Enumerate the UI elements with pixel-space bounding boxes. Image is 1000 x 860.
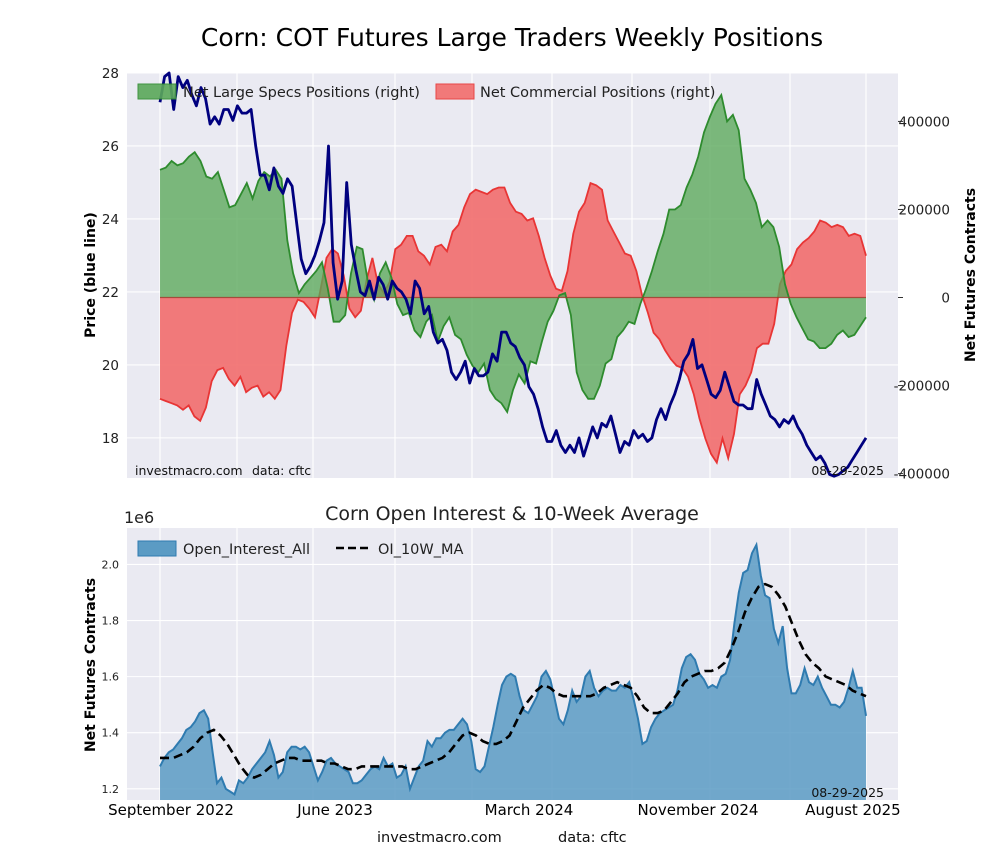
bottom-chart-title: Corn Open Interest & 10-Week Average <box>325 503 699 525</box>
net-large-specs-area <box>159 92 867 415</box>
net-specs-fill <box>160 95 866 412</box>
legend-label-oi: Open_Interest_All <box>183 542 310 558</box>
watermark-site: investmacro.com <box>135 463 243 478</box>
bottom-tick-0: 1.2 <box>102 783 120 796</box>
x-axis-labels: September 2022 June 2023 March 2024 Novembe… <box>108 801 901 819</box>
left-tick-26: 26 <box>102 139 119 155</box>
net-commercial-area <box>159 181 867 465</box>
net-commercial-outline <box>159 181 867 465</box>
open-interest-fill <box>160 544 866 800</box>
top-panel: 18 20 22 24 26 28 400000 200000 0 -200000 -400000… <box>83 66 979 483</box>
price-line <box>158 71 868 478</box>
chart-title: Corn: COT Futures Large Traders Weekly P… <box>201 23 823 52</box>
watermark-source: data: cftc <box>252 463 311 478</box>
right-tick-2: 0 <box>941 291 950 307</box>
x-tick-label-3: November 2024 <box>638 801 759 819</box>
price-series-line <box>158 71 868 478</box>
ma-line-path <box>160 582 867 780</box>
x-tick-label-2: March 2024 <box>485 801 574 819</box>
legend-swatch-oi <box>137 540 177 557</box>
bottom-tick-1: 1.4 <box>102 727 120 740</box>
net-specs-outline <box>159 92 867 415</box>
left-tick-24: 24 <box>102 212 119 228</box>
legend-label-specs: Net Large Specs Positions (right) <box>183 85 420 101</box>
bottom-tick-3: 1.8 <box>102 615 120 628</box>
left-tick-28: 28 <box>102 66 119 82</box>
footer-source: data: cftc <box>558 830 627 846</box>
bottom-panel: 1.2 1.4 1.6 1.8 2.0 Net Futures Contracts Op… <box>83 528 898 800</box>
left-axis-label: Price (blue line) <box>83 212 99 338</box>
bottom-tick-2: 1.6 <box>102 671 120 684</box>
legend-label-ma: OI_10W_MA <box>378 542 463 558</box>
top-date-label: 08-29-2025 <box>811 463 884 478</box>
legend-label-comm: Net Commercial Positions (right) <box>480 85 715 101</box>
left-tick-20: 20 <box>102 358 119 374</box>
right-axis-label: Net Futures Contracts <box>963 188 979 362</box>
x-tick-label-4: August 2025 <box>805 801 900 819</box>
right-tick-4: -400000 <box>894 467 950 483</box>
bottom-date-label: 08-29-2025 <box>811 785 884 800</box>
x-tick-label-0: September 2022 <box>108 801 234 819</box>
bottom-legend: Open_Interest_All OI_10W_MA <box>137 540 463 558</box>
left-axis-ticks: 18 20 22 24 26 28 <box>102 66 119 447</box>
top-legend: Net Large Specs Positions (right) Net Co… <box>137 83 715 101</box>
right-axis-ticks: 400000 200000 0 -200000 -400000 <box>894 114 950 482</box>
oi-10w-ma-line <box>160 582 867 780</box>
right-tick-0: 400000 <box>898 114 950 130</box>
left-tick-18: 18 <box>102 431 119 447</box>
right-tick-1: 200000 <box>898 202 950 218</box>
x-tick-label-1: June 2023 <box>296 801 373 819</box>
open-interest-area <box>159 541 867 800</box>
footer-site: investmacro.com <box>377 830 502 846</box>
bottom-tick-4: 2.0 <box>102 558 120 571</box>
legend-swatch-comm <box>435 83 475 100</box>
right-tick-3: -200000 <box>894 379 950 395</box>
bottom-y-ticks: 1.2 1.4 1.6 1.8 2.0 <box>102 558 120 795</box>
left-tick-22: 22 <box>102 285 119 301</box>
legend-swatch-specs <box>137 83 177 100</box>
bottom-y-axis-label: Net Futures Contracts <box>83 578 99 752</box>
y-exponent-label: 1e6 <box>124 508 154 527</box>
open-interest-outline <box>159 541 867 796</box>
